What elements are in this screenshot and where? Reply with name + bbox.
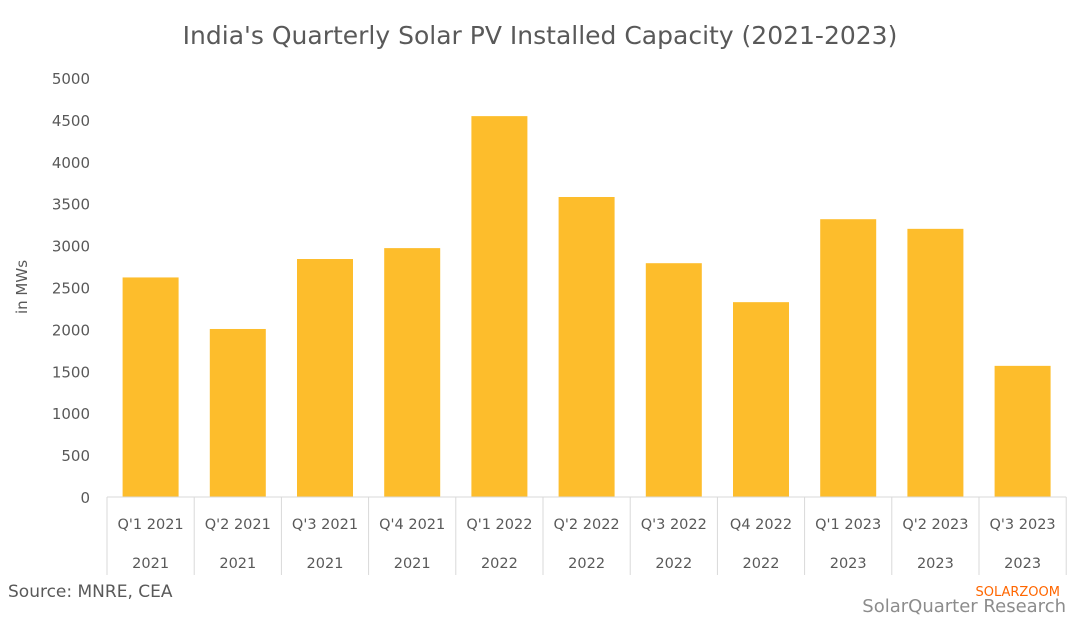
y-axis-label: in MWs	[13, 260, 31, 314]
x-group-label: 2021	[307, 556, 344, 572]
x-group-label: 2022	[568, 556, 605, 572]
bar	[209, 328, 266, 497]
y-tick-label: 5000	[52, 70, 90, 88]
x-group-label: 2022	[743, 556, 780, 572]
bar	[645, 263, 702, 497]
y-tick-label: 1500	[52, 363, 90, 381]
x-tick-label: Q'3 2022	[641, 517, 707, 533]
x-group-label: 2021	[394, 556, 431, 572]
y-tick-label: 0	[80, 489, 90, 507]
y-tick-label: 3000	[52, 238, 90, 256]
x-tick-label: Q'1 2021	[118, 517, 184, 533]
bar	[471, 116, 528, 497]
x-group-label: 2022	[655, 556, 692, 572]
bar	[558, 196, 615, 497]
x-group-label: 2023	[830, 556, 867, 572]
y-tick-label: 2000	[52, 321, 90, 339]
x-tick-label: Q'2 2021	[205, 517, 271, 533]
bar	[907, 228, 964, 497]
bar	[297, 259, 353, 497]
x-tick-label: Q'1 2022	[466, 517, 532, 533]
x-tick-label: Q'2 2023	[902, 517, 968, 533]
x-group-label: 2023	[917, 556, 954, 572]
y-tick-label: 500	[61, 447, 90, 465]
x-tick-label: Q'3 2021	[292, 517, 358, 533]
credit-text: SolarQuarter Research	[862, 596, 1066, 617]
y-tick-label: 4000	[52, 154, 90, 172]
x-tick-label: Q4 2022	[730, 517, 792, 533]
y-tick-label: 3500	[52, 196, 90, 214]
x-group-label: 2021	[219, 556, 256, 572]
x-tick-label: Q'3 2023	[990, 517, 1056, 533]
y-tick-label: 4500	[52, 112, 90, 130]
bar	[820, 219, 877, 497]
bar	[122, 277, 179, 497]
watermark: SOLARZOOM	[975, 585, 1060, 600]
bar	[384, 248, 441, 497]
x-group-label: 2021	[132, 556, 169, 572]
x-group-label: 2023	[1004, 556, 1041, 572]
x-group-label: 2022	[481, 556, 518, 572]
source-note: Source: MNRE, CEA	[8, 582, 173, 602]
y-tick-label: 2500	[52, 280, 90, 298]
x-tick-label: Q'2 2022	[554, 517, 620, 533]
chart-title: India's Quarterly Solar PV Installed Cap…	[183, 21, 898, 50]
y-tick-label: 1000	[52, 405, 90, 423]
x-tick-label: Q'1 2023	[815, 517, 881, 533]
bar	[994, 365, 1051, 497]
bar	[733, 302, 789, 497]
x-tick-label: Q'4 2021	[379, 517, 445, 533]
